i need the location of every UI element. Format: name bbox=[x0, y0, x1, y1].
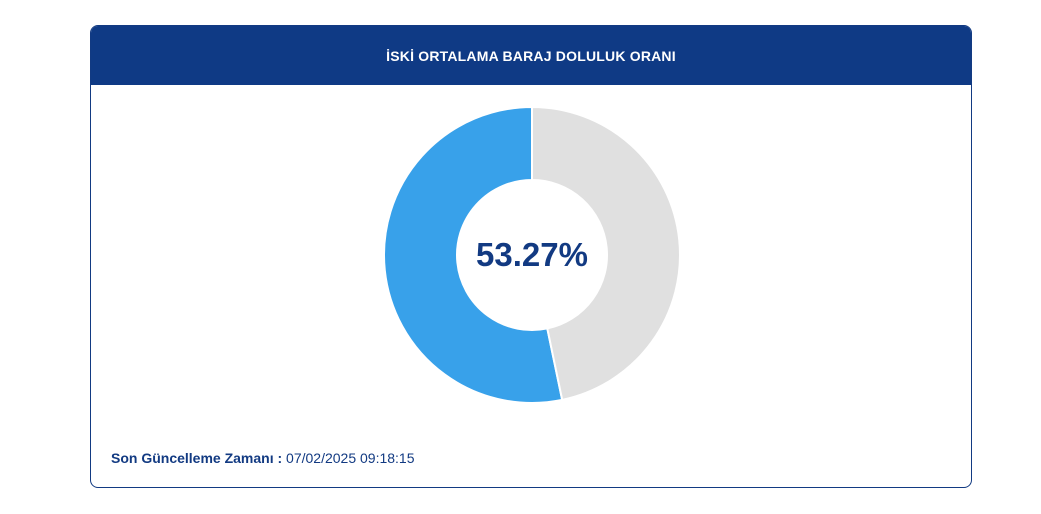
occupancy-percentage-label: 53.27% bbox=[476, 236, 588, 273]
card-header: İSKİ ORTALAMA BARAJ DOLULUK ORANI bbox=[91, 26, 971, 85]
dam-occupancy-card: İSKİ ORTALAMA BARAJ DOLULUK ORANI 53.27%… bbox=[90, 25, 972, 488]
card-title: İSKİ ORTALAMA BARAJ DOLULUK ORANI bbox=[386, 47, 676, 64]
slice-filled bbox=[383, 105, 564, 404]
slice-empty bbox=[531, 105, 681, 402]
donut-chart-svg bbox=[383, 105, 681, 404]
last-update-info: Son Güncelleme Zamanı : 07/02/2025 09:18… bbox=[111, 450, 415, 466]
last-update-label: Son Güncelleme Zamanı : bbox=[111, 450, 283, 466]
donut-chart: 53.27% bbox=[91, 85, 971, 425]
last-update-value: 07/02/2025 09:18:15 bbox=[286, 450, 415, 466]
